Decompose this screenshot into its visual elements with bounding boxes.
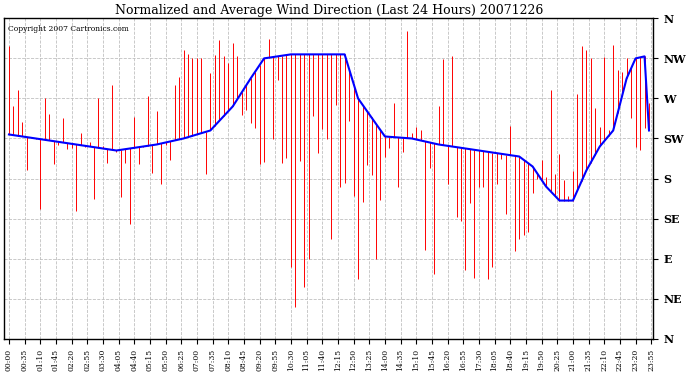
Title: Normalized and Average Wind Direction (Last 24 Hours) 20071226: Normalized and Average Wind Direction (L… [115, 4, 543, 17]
Text: Copyright 2007 Cartronics.com: Copyright 2007 Cartronics.com [8, 25, 128, 33]
